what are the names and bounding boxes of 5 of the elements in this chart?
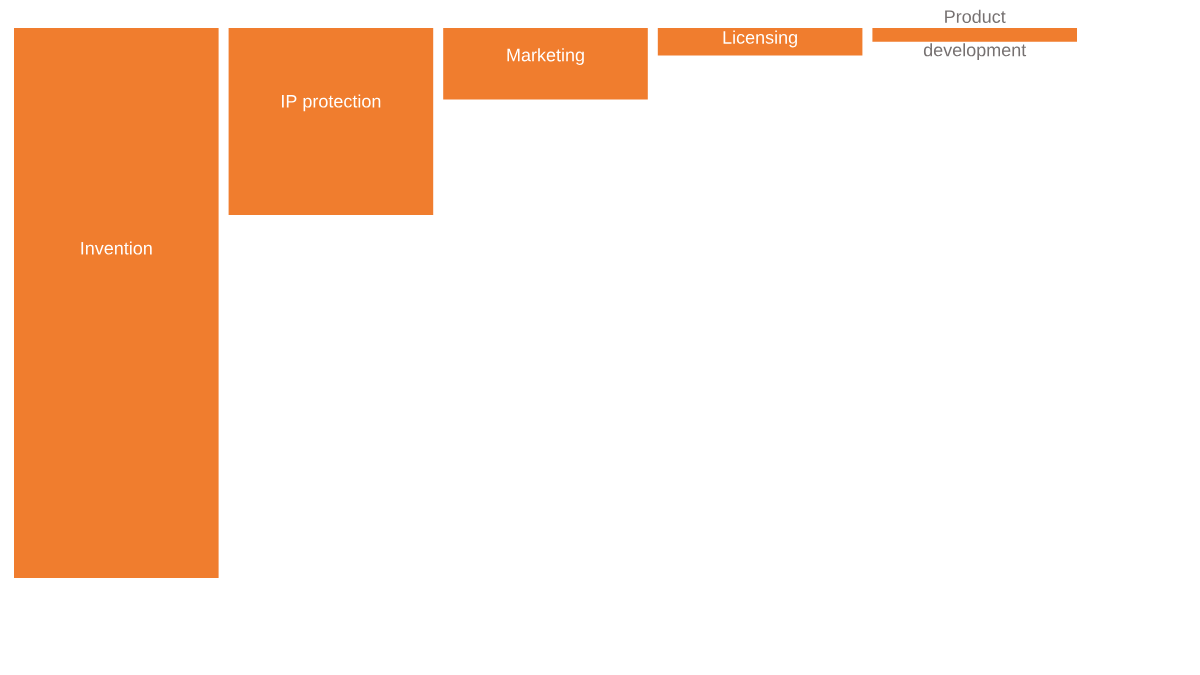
x-tick-label: Marketing	[507, 48, 584, 65]
x-tick-label: Licensing	[723, 30, 797, 48]
x-tick-label: Product development	[923, 9, 1027, 60]
x-tick-label: Invention	[81, 241, 152, 255]
x-tick-label: IP protection	[282, 94, 381, 112]
